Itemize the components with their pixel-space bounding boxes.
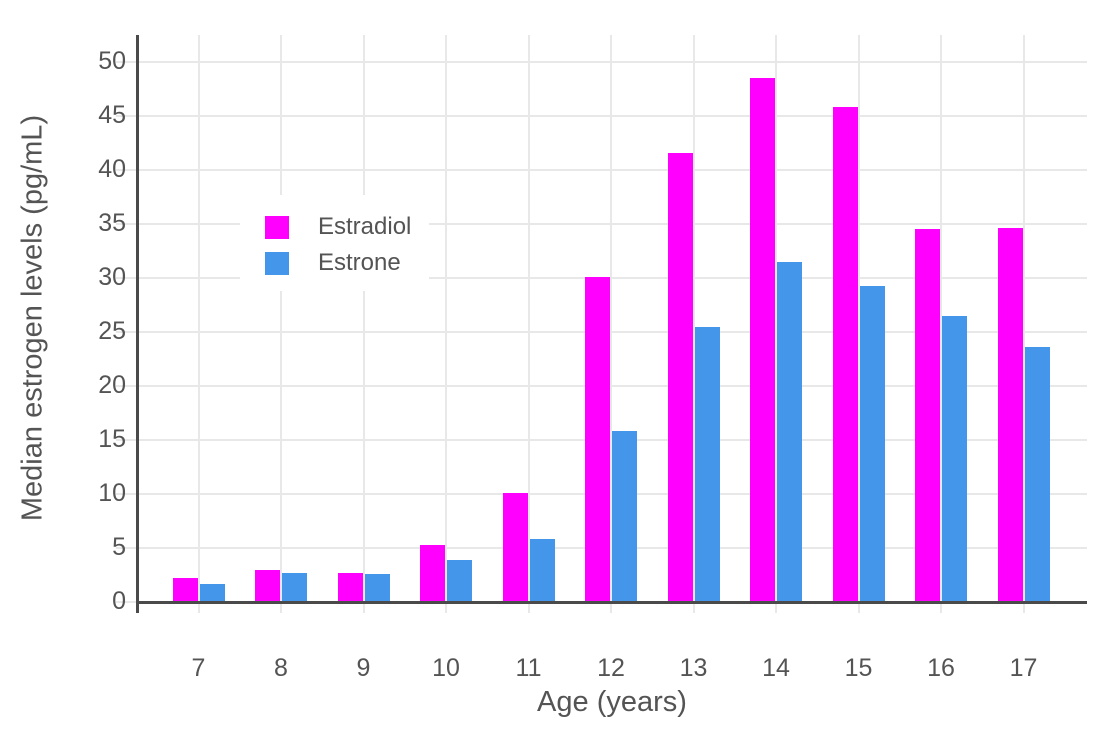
- x-tick-label: 13: [679, 654, 708, 682]
- plot-area: 0 5 10 15 20 25 30 35 40 45 50 7 8 9 10 11 12 13 14 15 16 17: [98, 35, 1087, 682]
- y-tick-label: 20: [98, 371, 126, 399]
- bar-estradiol-13: [667, 152, 693, 602]
- x-tick-label: 17: [1009, 654, 1038, 682]
- bar-estradiol-9: [337, 572, 363, 602]
- y-axis-title: Median estrogen levels (pg/mL): [16, 114, 49, 522]
- gridline-horizontal: [137, 223, 1087, 225]
- x-tick-label: 16: [927, 654, 955, 682]
- x-tick-label: 15: [844, 654, 873, 682]
- estradiol-swatch-icon: [265, 215, 289, 239]
- y-tick-label: 0: [112, 587, 126, 615]
- gridline-vertical: [857, 35, 860, 602]
- x-tick-label: 12: [597, 654, 625, 682]
- legend-label-estradiol: Estradiol: [318, 213, 412, 240]
- y-tick-label: 25: [98, 317, 126, 345]
- y-tick-label: 35: [98, 209, 126, 237]
- bar-estrone-10: [447, 559, 472, 602]
- x-tick-mark: [1022, 604, 1025, 613]
- estrone-swatch-icon: [265, 251, 289, 275]
- gridline-horizontal: [137, 115, 1087, 117]
- bar-estradiol-7: [172, 578, 198, 602]
- legend: Estradiol Estrone: [240, 195, 430, 291]
- bar-estradiol-15: [832, 107, 858, 602]
- y-tick-mark: [116, 223, 136, 225]
- bar-estradiol-12: [585, 276, 610, 602]
- bar-estrone-17: [1024, 347, 1050, 602]
- y-tick-label: 50: [98, 47, 126, 75]
- x-tick-mark: [527, 604, 530, 613]
- x-tick-label: 11: [515, 654, 542, 682]
- x-tick-mark: [940, 604, 942, 613]
- gridline-vertical: [692, 35, 695, 602]
- bar-estrone-7: [199, 583, 225, 602]
- x-tick-mark: [692, 604, 695, 613]
- bar-estrone-16: [942, 315, 967, 602]
- bar-estrone-11: [529, 539, 555, 602]
- x-tick-label: 14: [762, 654, 790, 682]
- gridline-horizontal: [137, 331, 1087, 333]
- gridline-vertical: [940, 35, 942, 602]
- y-tick-mark: [116, 331, 136, 333]
- bar-estradiol-8: [255, 569, 280, 602]
- y-tick-mark: [116, 115, 136, 117]
- y-tick-mark: [116, 277, 136, 279]
- y-tick-label: 15: [98, 425, 126, 453]
- x-tick-mark: [445, 604, 447, 613]
- bar-estradiol-14: [750, 78, 775, 602]
- x-tick-mark: [857, 604, 860, 613]
- gridline-vertical: [527, 35, 530, 602]
- x-tick-mark: [775, 604, 777, 613]
- y-tick-mark: [116, 169, 136, 171]
- y-tick-mark: [116, 385, 136, 387]
- bar-estrone-12: [612, 431, 637, 602]
- x-axis-line: [136, 601, 1087, 604]
- bar-estradiol-16: [915, 229, 940, 602]
- y-tick-label: 10: [98, 479, 126, 507]
- gridline-vertical: [1022, 35, 1025, 602]
- gridline-horizontal: [137, 277, 1087, 279]
- y-tick-label: 30: [98, 263, 126, 291]
- y-tick-mark: [116, 547, 136, 549]
- y-tick-mark: [116, 601, 136, 603]
- y-tick-label: 5: [112, 533, 126, 561]
- x-tick-label: 9: [356, 654, 371, 682]
- gridline-vertical: [610, 35, 612, 602]
- legend-label-estrone: Estrone: [318, 249, 401, 276]
- legend-item-estrone[interactable]: Estrone: [265, 251, 411, 275]
- bar-estrone-14: [777, 261, 802, 602]
- y-tick-label: 40: [98, 155, 126, 183]
- gridline-vertical: [445, 35, 447, 602]
- bar-estradiol-11: [502, 492, 528, 602]
- x-tick-label: 10: [432, 654, 460, 682]
- x-tick-mark: [197, 604, 200, 613]
- bar-estrone-15: [859, 285, 885, 602]
- x-tick-mark: [610, 604, 612, 613]
- gridline-horizontal: [137, 385, 1087, 387]
- legend-item-estradiol[interactable]: Estradiol: [265, 215, 411, 239]
- gridline-horizontal: [137, 169, 1087, 171]
- gridline-vertical: [362, 35, 365, 602]
- gridline-vertical: [775, 35, 777, 602]
- x-tick-mark: [362, 604, 365, 613]
- x-tick-label: 7: [191, 654, 206, 682]
- y-tick-mark: [116, 439, 136, 441]
- bar-estradiol-17: [997, 228, 1023, 602]
- y-tick-mark: [116, 493, 136, 495]
- gridline-vertical: [280, 35, 282, 602]
- bar-estrone-8: [282, 572, 307, 602]
- x-axis-title: Age (years): [537, 686, 687, 718]
- gridline-vertical: [197, 35, 200, 602]
- x-tick-label: 8: [274, 654, 288, 682]
- bar-estradiol-10: [420, 544, 445, 602]
- y-axis-line: [136, 35, 139, 613]
- x-tick-mark: [280, 604, 282, 613]
- y-tick-label: 45: [98, 101, 126, 129]
- bar-estrone-13: [694, 326, 720, 602]
- gridline-horizontal: [137, 61, 1087, 63]
- y-tick-mark: [116, 61, 136, 63]
- bar-estrone-9: [364, 573, 390, 602]
